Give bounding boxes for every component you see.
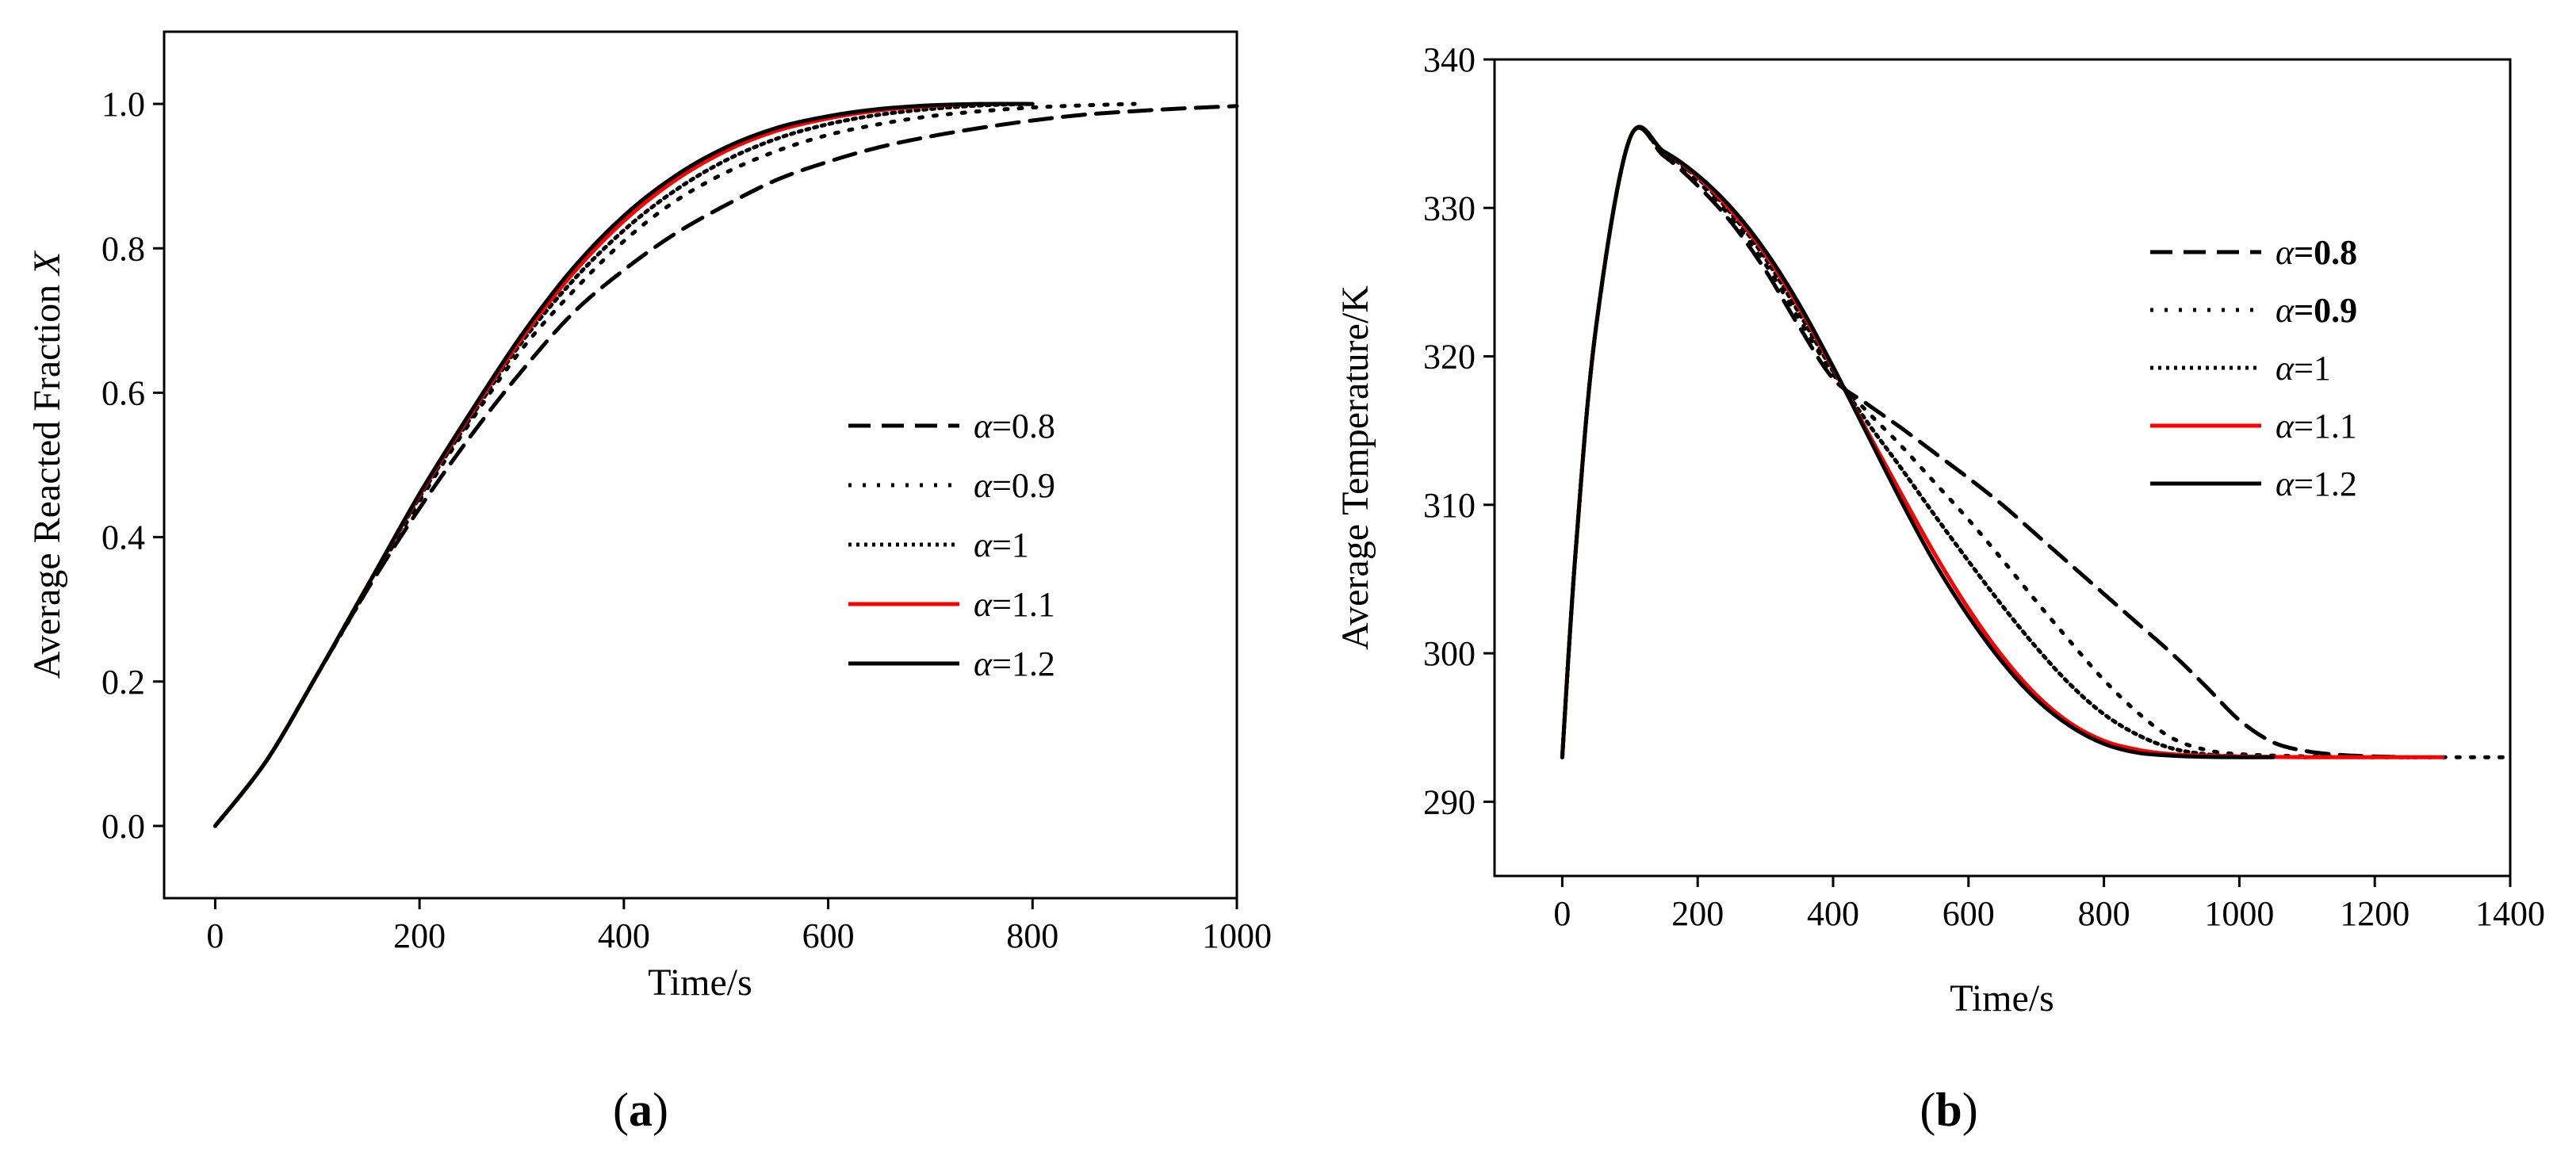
y-tick-label: 1.0	[101, 85, 145, 124]
panel-b-chart: 0 200 400 600 800 1000 1200 1400 290 300 310 320 33…	[1334, 40, 2545, 1136]
panel-a-x-ticks: 0 200 400 600 800 1000	[206, 898, 1272, 955]
y-tick-label: 300	[1423, 634, 1476, 673]
x-tick-label: 200	[1671, 894, 1724, 933]
x-tick-label: 0	[1553, 894, 1571, 933]
y-tick-label: 310	[1423, 486, 1476, 525]
panel-b-series	[1560, 124, 2513, 759]
legend-label: α=0.9	[974, 466, 1055, 505]
x-tick-label: 0	[206, 916, 224, 955]
legend-label: α=1.2	[974, 644, 1055, 683]
panel-a-chart: 0 200 400 600 800 1000 0.0 0.2 0.4 0.6 0.8 1.0 Tim…	[26, 30, 1272, 1136]
panel-a-legend: α=0.8 α=0.9 α=1 α=1.1 α=1.2	[848, 407, 1055, 683]
y-tick-label: 330	[1423, 189, 1476, 228]
series-line	[212, 101, 1137, 828]
panel-b-y-ticks: 290 300 310 320 330 340	[1423, 40, 1495, 821]
series-line	[212, 101, 1035, 828]
panel-b-x-ticks: 0 200 400 600 800 1000 1200 1400	[1553, 876, 2545, 933]
y-tick-label: 0.4	[101, 518, 145, 557]
x-tick-label: 1200	[2340, 894, 2409, 933]
y-tick-label: 0.2	[101, 663, 145, 702]
x-tick-label: 400	[598, 916, 650, 955]
panel-b-letter: b	[1935, 1084, 1962, 1136]
panel-a-letter: a	[629, 1084, 653, 1136]
x-tick-label: 800	[1006, 916, 1058, 955]
panel-b-label: (b)	[1920, 1084, 1977, 1136]
panel-a-x-axis-title: Time/s	[648, 962, 752, 1004]
y-tick-label: 320	[1423, 338, 1476, 377]
panel-a-y-ticks: 0.0 0.2 0.4 0.6 0.8 1.0	[101, 85, 164, 846]
panel-b-y-axis-title: Average Temperature/K	[1334, 285, 1376, 650]
x-tick-label: 200	[393, 916, 446, 955]
legend-label: α=1.1	[2276, 407, 2357, 446]
x-tick-label: 600	[1943, 894, 1995, 933]
x-tick-label: 800	[2078, 894, 2130, 933]
x-tick-label: 400	[1807, 894, 1859, 933]
panel-a-y-axis-title-text: Average Reacted Fraction	[26, 285, 68, 679]
x-tick-label: 600	[802, 916, 855, 955]
legend-label: α=1.1	[974, 585, 1055, 624]
panel-b-plot-frame	[1493, 58, 2512, 878]
x-tick-label: 1400	[2475, 894, 2545, 933]
legend-label: α=0.9	[2276, 291, 2357, 330]
panel-b-legend: α=0.8 α=0.9 α=1 α=1.1 α=1.2	[2150, 233, 2357, 503]
series-line	[1560, 124, 2276, 759]
x-tick-label: 1000	[1202, 916, 1272, 955]
x-tick-label: 1000	[2204, 894, 2274, 933]
legend-label: α=0.8	[974, 407, 1055, 446]
legend-label: α=1	[2276, 349, 2331, 388]
y-tick-label: 0.6	[101, 373, 145, 412]
panel-a-label: (a)	[613, 1084, 668, 1136]
y-tick-label: 0.0	[101, 807, 145, 846]
y-tick-label: 290	[1423, 782, 1476, 821]
panel-a-series	[212, 101, 1239, 828]
panel-b-x-axis-title: Time/s	[1950, 977, 2054, 1019]
legend-label: α=0.8	[2276, 233, 2357, 272]
y-tick-label: 340	[1423, 40, 1476, 79]
legend-label: α=1.2	[2276, 465, 2357, 503]
panel-a-y-axis-title: Average Reacted Fraction X	[26, 251, 68, 679]
panel-a-y-axis-symbol: X	[26, 251, 68, 277]
y-tick-label: 0.8	[101, 229, 145, 268]
legend-label: α=1	[974, 526, 1029, 564]
panel-a-plot-frame	[163, 30, 1238, 900]
